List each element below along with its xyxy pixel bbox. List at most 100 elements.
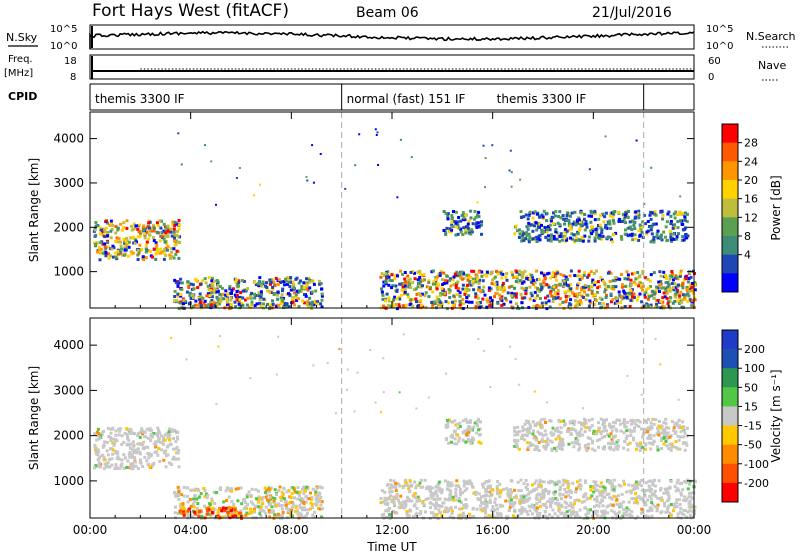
power-cell — [491, 278, 495, 282]
power-cell — [149, 227, 153, 231]
velocity-cell — [414, 486, 418, 490]
power-cell — [524, 275, 528, 279]
velocity-cell — [483, 508, 487, 512]
power-sparse-cell — [484, 157, 487, 160]
velocity-cell — [582, 493, 586, 497]
power-cell — [617, 219, 621, 223]
velocity-cell — [446, 422, 450, 425]
velocity-cell — [449, 440, 453, 444]
velocity-cell — [648, 480, 652, 483]
power-cell — [552, 222, 556, 226]
power-cell — [451, 225, 455, 228]
power-cell — [106, 245, 110, 249]
power-cell — [443, 279, 447, 283]
power-cell — [268, 307, 271, 311]
velocity-cell — [398, 484, 402, 488]
velocity-cell — [682, 513, 686, 517]
velocity-cell — [177, 449, 181, 452]
power-cell — [490, 282, 494, 286]
velocity-cell — [249, 493, 253, 497]
power-cell — [198, 302, 202, 306]
power-cell — [94, 233, 98, 237]
power-cell — [527, 213, 531, 217]
power-cell — [389, 304, 393, 308]
power-cell — [606, 271, 610, 275]
power-cell — [418, 276, 422, 279]
velocity-cell — [594, 480, 598, 484]
velocity-cell — [435, 502, 438, 506]
power-cell — [387, 296, 391, 300]
power-cell — [613, 210, 617, 214]
velocity-cell — [191, 488, 195, 492]
power-cell — [671, 272, 674, 276]
velocity-cell — [478, 433, 481, 437]
velocity-cell — [428, 487, 432, 491]
power-cell — [610, 300, 613, 304]
velocity-cell — [385, 498, 389, 502]
velocity-cell — [432, 493, 435, 497]
power-sparse-cell — [374, 128, 377, 131]
power-cell — [244, 288, 248, 292]
power-cell — [176, 294, 180, 298]
velocity-cell — [681, 428, 685, 432]
velocity-cell — [655, 432, 659, 436]
power-cell — [578, 274, 582, 278]
power-cell — [417, 292, 421, 296]
power-sparse-cell — [396, 196, 399, 199]
power-cell — [675, 290, 679, 294]
power-cell — [515, 274, 519, 278]
velocity-cell — [676, 512, 680, 516]
power-cell — [625, 215, 629, 219]
power-cell — [219, 299, 222, 303]
power-sparse-cell — [491, 144, 494, 147]
velocity-cell — [575, 480, 579, 484]
power-cell — [535, 303, 539, 307]
power-cell — [558, 282, 562, 286]
velocity-cell — [408, 479, 412, 482]
velocity-cell — [662, 432, 666, 436]
velocity-cell — [548, 497, 552, 501]
velocity-cell — [601, 504, 605, 508]
power-cell — [262, 302, 265, 306]
velocity-cell — [456, 422, 460, 426]
power-cell — [241, 279, 244, 283]
power-cell — [517, 236, 521, 239]
velocity-cell — [211, 506, 215, 510]
power-cell — [590, 284, 594, 288]
velocity-cell — [590, 417, 594, 421]
velocity-cell — [536, 485, 540, 489]
velocity-cell — [552, 492, 556, 496]
power-sparse-cell — [375, 134, 378, 136]
power-cell — [424, 305, 428, 309]
velocity-cell — [682, 498, 686, 502]
power-cell — [648, 279, 652, 283]
power-cell — [392, 298, 396, 302]
power-cell — [173, 243, 177, 247]
velocity-cell — [563, 500, 567, 504]
velocity-cell — [586, 508, 590, 512]
power-cell — [596, 280, 600, 284]
velocity-cell — [660, 431, 664, 435]
velocity-sparse-cell — [374, 401, 377, 404]
velocity-cell — [575, 511, 579, 515]
velocity-cell — [585, 449, 589, 453]
velocity-cell — [599, 430, 603, 434]
velocity-cell — [556, 430, 560, 434]
power-cell — [513, 232, 517, 236]
velocity-cell — [419, 478, 423, 482]
power-cell — [531, 216, 535, 220]
power-cell — [665, 220, 669, 224]
power-cell — [679, 301, 683, 305]
power-cell — [605, 236, 609, 240]
power-cell — [160, 231, 164, 235]
power-cell — [537, 278, 541, 282]
velocity-cell — [670, 420, 674, 424]
velocity-cell — [664, 417, 668, 421]
velocity-cell — [118, 429, 122, 433]
power-cell — [674, 286, 678, 290]
velocity-cell — [110, 457, 114, 461]
velocity-cell — [277, 489, 281, 493]
power-cell — [647, 286, 651, 290]
velocity-cell — [468, 439, 472, 443]
power-cell — [622, 212, 626, 216]
